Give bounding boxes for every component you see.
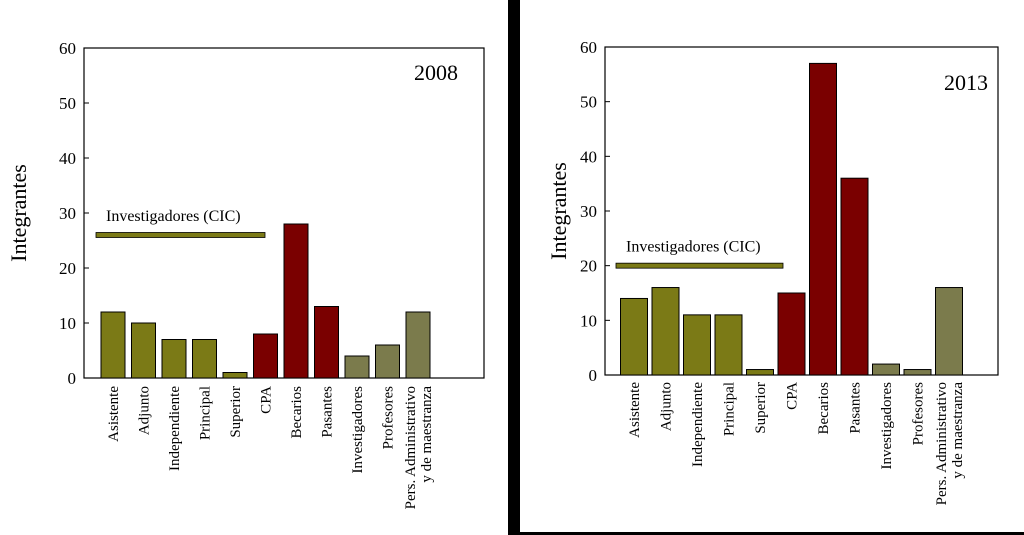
- x-tick-label-cpa: CPA: [785, 382, 801, 410]
- x-tick-label-asistente: Asistente: [627, 382, 643, 438]
- bar-becarios: [809, 62, 837, 376]
- bar-independiente: [161, 339, 187, 379]
- bar-chart-2013: 0 10 20 30 40 50 60 Integrantes 2013 Asistente Adj…: [546, 38, 999, 506]
- x-tick-label-cpa: CPA: [259, 386, 275, 414]
- bar-adjunto: [131, 322, 156, 379]
- x-tick-label-adjunto: Adjunto: [659, 382, 675, 431]
- bar-becarios: [283, 223, 309, 379]
- chart-panel-2013: 0 10 20 30 40 50 60 Integrantes 2013 Asistente Adj…: [520, 0, 1024, 532]
- y-axis-label: Integrantes: [546, 162, 571, 260]
- x-tick-label-independiente: Independiente: [690, 382, 706, 467]
- bar-asistente: [100, 311, 126, 379]
- bar-cpa: [253, 333, 278, 379]
- bar-superior: [746, 369, 774, 376]
- x-tick-label-superior: Superior: [753, 382, 769, 434]
- y-tick-label: 40: [59, 149, 76, 168]
- y-tick-label: 50: [580, 93, 597, 112]
- y-tick-label: 30: [580, 202, 597, 221]
- x-tick-label-investigadores: Investigadores: [879, 382, 895, 470]
- x-tick-label-profesores: Profesores: [911, 382, 927, 445]
- x-tick-label-becarios: Becarios: [289, 386, 305, 439]
- bar-independiente: [683, 314, 711, 376]
- bar-asistente: [620, 297, 648, 376]
- annotation-line: [615, 262, 784, 269]
- bar-principal: [714, 314, 743, 376]
- x-tick-label-principal: Principal: [722, 382, 738, 436]
- y-tick-label: 10: [580, 311, 597, 330]
- bar-profesores: [903, 369, 932, 376]
- x-tick-label-superior: Superior: [228, 386, 244, 438]
- y-tick-label: 20: [59, 259, 76, 278]
- x-tick-label-pers-administrativo-y-de-maestranza: Pers. Administrativoy de maestranza: [934, 382, 966, 506]
- y-tick-label: 30: [59, 204, 76, 223]
- annotation-label: Investigadores (CIC): [106, 208, 241, 225]
- annotation-line: [95, 232, 266, 238]
- bar-pers-administrativo-y-de-maestranza: [935, 287, 963, 376]
- x-tick-label-profesores: Profesores: [381, 386, 397, 449]
- bar-investigadores: [872, 363, 900, 376]
- chart-title: 2013: [944, 70, 988, 95]
- bar-cpa: [777, 292, 806, 376]
- x-tick-label-investigadores: Investigadores: [350, 386, 366, 474]
- y-tick-label: 60: [580, 38, 597, 57]
- bar-pers-administrativo-y-de-maestranza: [405, 311, 431, 379]
- x-tick-label-adjunto: Adjunto: [137, 386, 153, 435]
- bar-pasantes: [314, 306, 339, 379]
- y-tick-label: 10: [59, 314, 76, 333]
- x-tick-label-principal: Principal: [198, 386, 214, 440]
- bar-profesores: [375, 344, 400, 379]
- annotation-label: Investigadores (CIC): [626, 239, 761, 256]
- x-tick-label-pasantes: Pasantes: [848, 382, 864, 434]
- chart-title: 2008: [414, 60, 458, 85]
- y-axis-label: Integrantes: [6, 164, 31, 262]
- bar-pasantes: [840, 177, 869, 376]
- y-tick-label: 50: [59, 94, 76, 113]
- bar-adjunto: [651, 287, 680, 376]
- bar-principal: [192, 339, 217, 379]
- y-tick-label: 40: [580, 147, 597, 166]
- y-tick-label: 0: [589, 366, 598, 385]
- y-tick-label: 20: [580, 257, 597, 276]
- x-tick-label-pasantes: Pasantes: [320, 386, 336, 438]
- x-tick-label-becarios: Becarios: [816, 382, 832, 435]
- y-tick-label: 60: [59, 39, 76, 58]
- bar-investigadores: [344, 355, 370, 379]
- y-tick-label: 0: [68, 369, 77, 388]
- x-tick-label-asistente: Asistente: [106, 386, 122, 442]
- bar-chart-2008: 0 10 20 30 40 50 60 Integrantes 2008 Asistente Adj…: [6, 39, 485, 510]
- bar-superior: [222, 372, 248, 379]
- chart-panel-2008: 0 10 20 30 40 50 60 Integrantes 2008 Asistente Adj…: [0, 0, 508, 535]
- x-tick-label-pers-administrativo-y-de-maestranza: Pers. Administrativoy de maestranza: [403, 386, 435, 510]
- x-tick-label-independiente: Independiente: [167, 386, 183, 471]
